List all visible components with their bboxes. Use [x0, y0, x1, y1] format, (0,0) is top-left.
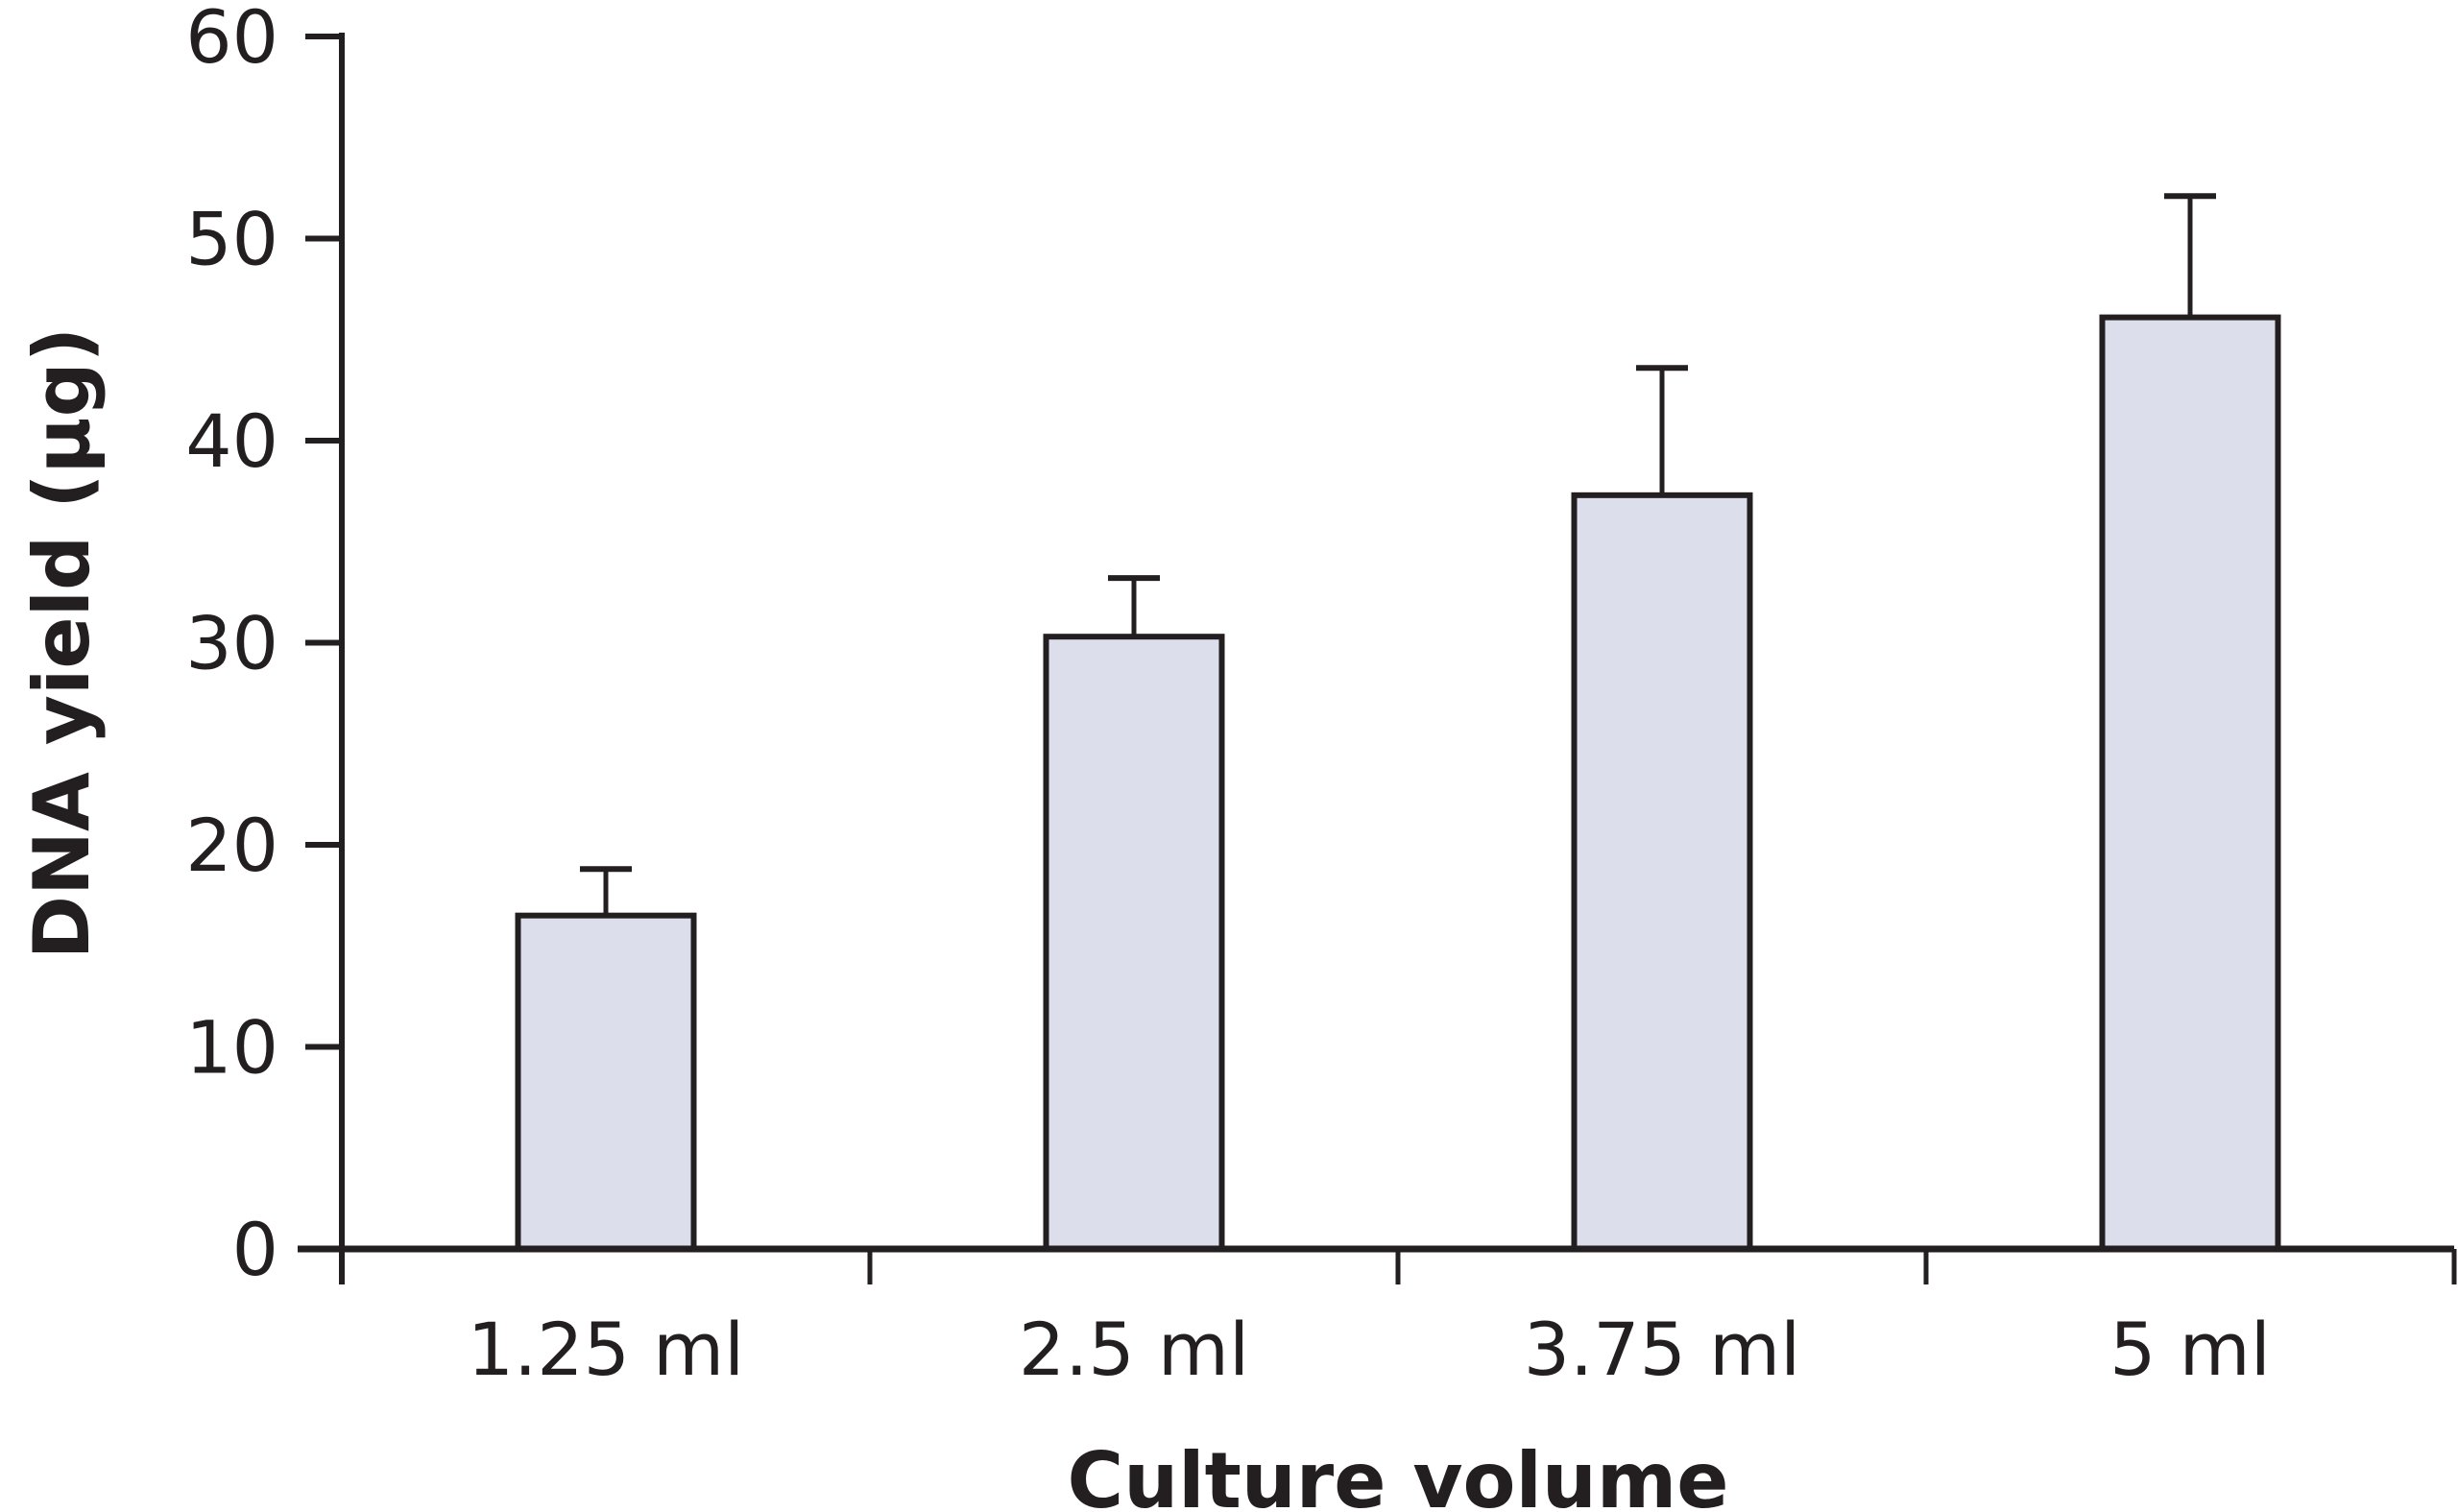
y-tick-label: 60 [185, 0, 278, 80]
x-tick-label: 3.75 ml [1524, 1307, 1801, 1392]
y-axis-title: DNA yield (µg) [17, 327, 107, 960]
y-tick-label: 40 [185, 398, 278, 484]
y-tick-label: 50 [185, 197, 278, 282]
y-tick-label: 30 [185, 601, 278, 686]
y-tick-label: 0 [232, 1207, 278, 1292]
bar [1043, 634, 1225, 1252]
x-axis-title: Culture volume [1068, 1436, 1729, 1512]
x-tick-label: 1.25 ml [468, 1307, 745, 1392]
y-tick-label: 20 [185, 803, 278, 888]
bar [515, 912, 697, 1252]
y-tick-label: 10 [185, 1005, 278, 1091]
x-tick-label: 2.5 ml [1019, 1307, 1249, 1392]
bar [2099, 314, 2281, 1253]
bar [1571, 492, 1753, 1252]
x-tick-label: 5 ml [2109, 1307, 2271, 1392]
